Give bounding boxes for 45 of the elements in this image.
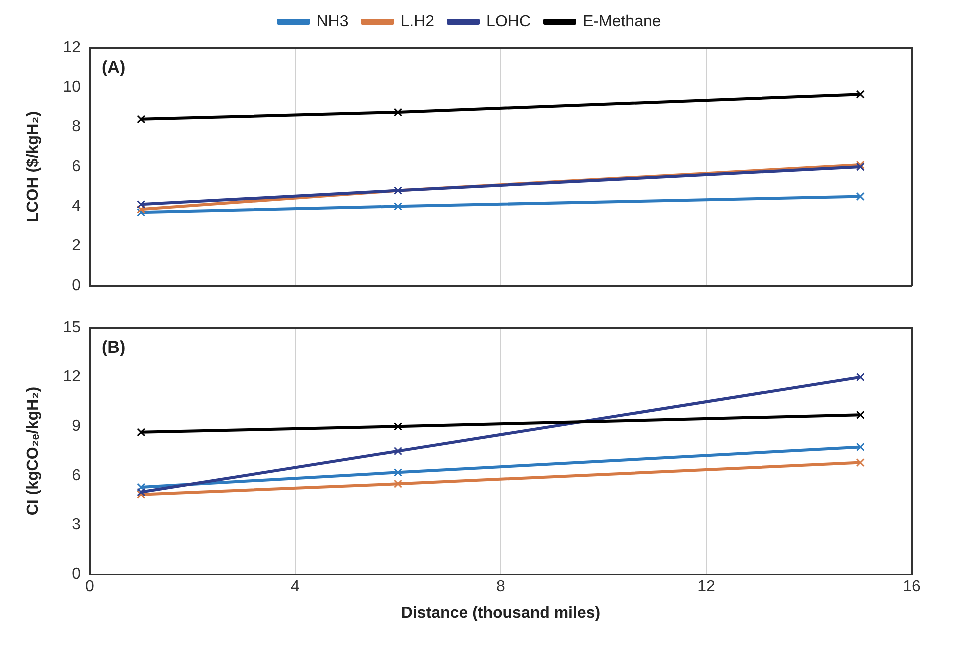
point	[394, 447, 403, 456]
x-tick-label: 8	[496, 578, 506, 596]
y-tick-label: 0	[72, 277, 82, 294]
legend-label: LOHC	[486, 13, 531, 30]
legend-label: E-Methane	[582, 13, 662, 30]
point	[394, 202, 403, 211]
y-tick-label: 3	[72, 516, 82, 534]
x-tick-label: 4	[291, 578, 300, 596]
point	[856, 410, 865, 420]
point	[394, 108, 403, 117]
legend-label: L.H2	[400, 13, 435, 30]
annotation: (A)	[102, 58, 126, 78]
y-tick-label: 6	[72, 467, 82, 484]
point	[856, 373, 865, 382]
x-tick-label: 16	[903, 578, 921, 596]
y-tick-label: 15	[63, 319, 82, 336]
y-tick-label: 0	[72, 566, 82, 584]
point	[137, 200, 146, 209]
point	[856, 90, 865, 99]
annotation: (B)	[102, 338, 126, 358]
point	[856, 458, 865, 468]
y-tick-label: 9	[72, 418, 82, 436]
y-axis-title: CI (kgCO₂ₑ/kgH₂)	[25, 386, 42, 516]
y-tick-label: 8	[72, 118, 82, 136]
y-tick-label: 4	[72, 198, 82, 216]
y-tick-label: 10	[63, 79, 82, 96]
point	[394, 480, 403, 488]
point	[856, 192, 865, 202]
point	[394, 422, 403, 431]
point	[137, 205, 146, 214]
point	[856, 442, 865, 452]
x-axis-title: Distance (thousand miles)	[401, 604, 601, 622]
point	[137, 488, 146, 497]
y-tick-label: 2	[72, 238, 82, 255]
y-tick-label: 12	[63, 368, 82, 386]
point	[137, 483, 146, 492]
y-tick-label: 12	[63, 39, 82, 56]
legend-label: NH3	[316, 13, 349, 30]
point	[137, 428, 146, 437]
y-axis-title: LCOH ($/kgH₂)	[25, 111, 42, 223]
point	[137, 115, 146, 124]
y-tick-label: 6	[72, 158, 82, 176]
point	[394, 468, 403, 477]
x-tick-label: 0	[86, 578, 95, 596]
x-tick-label: 12	[698, 578, 716, 596]
